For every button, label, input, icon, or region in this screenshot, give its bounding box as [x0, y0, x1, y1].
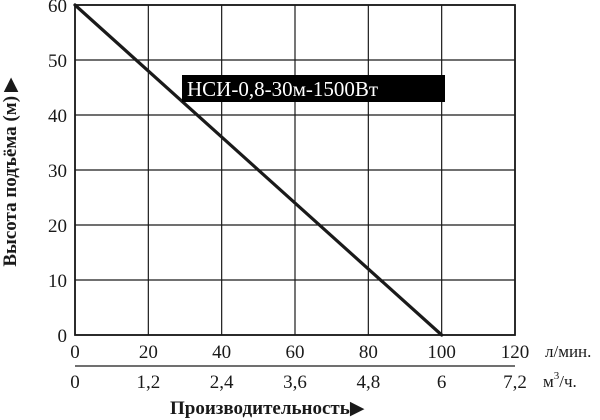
y-tick-label: 30 — [48, 161, 67, 182]
x-tick-label-secondary: 7,2 — [503, 372, 527, 393]
x-tick-label-secondary: 2,4 — [210, 372, 234, 393]
x-tick-label-secondary: 4,8 — [356, 372, 380, 393]
x-tick-label-secondary: 1,2 — [136, 372, 160, 393]
x-tick-label-secondary: 0 — [70, 372, 80, 393]
x-tick-label-primary: 80 — [359, 342, 378, 363]
x-tick-label-primary: 0 — [70, 342, 80, 363]
y-tick-label: 0 — [58, 326, 68, 347]
x-axis-title: Производительность▶ — [170, 398, 365, 419]
x-axis-primary-unit: л/мин. — [545, 342, 591, 361]
y-tick-label: 10 — [48, 271, 67, 292]
y-tick-label: 20 — [48, 216, 67, 237]
x-tick-label-primary: 120 — [501, 342, 530, 363]
x-axis-secondary-unit: м3/ч. — [543, 370, 577, 391]
unit-tail: /ч. — [559, 372, 577, 391]
x-tick-label-primary: 60 — [286, 342, 305, 363]
x-axis-arrow-icon: ▶ — [350, 398, 365, 419]
y-tick-label: 50 — [48, 51, 67, 72]
series-label: НСИ-0,8-30м-1500Вт — [182, 75, 445, 102]
y-axis-title-text: Высота подъёма (м) — [0, 96, 21, 267]
tick-labels: 0 10 20 30 40 50 60 0 20 40 60 80 100 120 0 1,2 2,4 3,6 4,… — [48, 0, 529, 393]
x-axis-title-text: Производительность — [170, 398, 350, 419]
series-line — [73, 3, 444, 337]
series-lines — [73, 3, 444, 337]
series-label-text: НСИ-0,8-30м-1500Вт — [187, 77, 378, 101]
series-label-background — [182, 75, 445, 102]
unit-superscript: 3 — [554, 370, 560, 382]
y-tick-label: 60 — [48, 0, 67, 17]
x-tick-label-primary: 40 — [212, 342, 231, 363]
x-tick-label-primary: 20 — [139, 342, 158, 363]
y-axis-arrow-icon: ▶ — [0, 77, 21, 92]
y-axis-title: Высота подъёма (м) ▶ — [0, 77, 21, 267]
x-tick-label-secondary: 6 — [437, 372, 447, 393]
plot-border — [74, 4, 516, 336]
x-tick-label-secondary: 3,6 — [283, 372, 307, 393]
x-tick-label-primary: 100 — [427, 342, 456, 363]
unit-base: м — [543, 372, 554, 391]
y-tick-label: 40 — [48, 106, 67, 127]
grid — [74, 4, 516, 336]
